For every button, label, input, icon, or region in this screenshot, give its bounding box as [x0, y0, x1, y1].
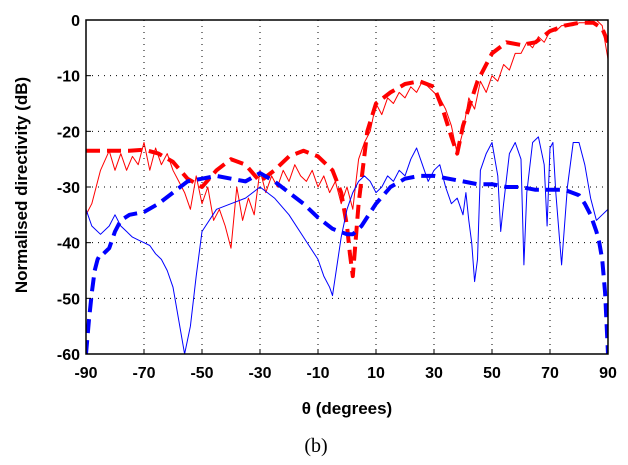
- x-tick-label: -50: [190, 365, 213, 382]
- x-tick-label: -30: [248, 365, 271, 382]
- blue-solid-series-line: [86, 136, 608, 354]
- y-tick-label: -20: [57, 124, 80, 141]
- y-tick-label: 0: [71, 13, 80, 30]
- series-layer: [86, 20, 608, 354]
- x-tick-label: -70: [132, 365, 155, 382]
- x-tick-label: 70: [541, 365, 559, 382]
- figure-caption: (b): [304, 435, 327, 457]
- x-tick-label: 10: [367, 365, 385, 382]
- y-tick-label: -50: [57, 291, 80, 308]
- blue-dashed-series-line: [86, 171, 608, 354]
- x-axis-label: θ (degrees): [302, 399, 392, 418]
- x-tick-label: 50: [483, 365, 501, 382]
- red-dashed-series-line: [86, 20, 608, 279]
- x-tick-label: -90: [74, 365, 97, 382]
- y-axis-label: Normalised directivity (dB): [12, 77, 31, 293]
- y-tick-label: -10: [57, 69, 80, 86]
- y-tick-label: -60: [57, 347, 80, 364]
- ticks: -90 -70 -50 -30 -10 10 30 50 70 90 0 -10 -20 -30 -40 -5…: [57, 13, 617, 382]
- x-tick-label: 90: [599, 365, 617, 382]
- red-solid-series-line: [86, 20, 608, 249]
- x-tick-label: -10: [306, 365, 329, 382]
- x-tick-label: 30: [425, 365, 443, 382]
- y-tick-label: -40: [57, 236, 80, 253]
- y-tick-label: -30: [57, 180, 80, 197]
